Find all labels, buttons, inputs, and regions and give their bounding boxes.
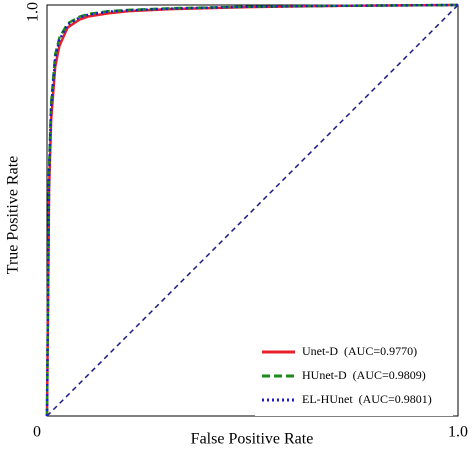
- legend-label: EL-HUnet (AUC=0.9801): [302, 392, 432, 406]
- x-tick-label: 1.0: [448, 424, 468, 441]
- y-tick-label: 1.0: [25, 2, 42, 22]
- y-axis-label: True Positive Rate: [5, 156, 22, 275]
- legend-label: HUnet-D (AUC=0.9809): [302, 368, 426, 382]
- legend-label: Unet-D (AUC=0.9770): [302, 344, 417, 358]
- roc-curve: [45, 3, 459, 417]
- x-axis-label: False Positive Rate: [191, 431, 314, 448]
- plot-frame: [46, 4, 459, 417]
- chance-diagonal: [46, 4, 459, 417]
- x-tick-label: 0: [33, 424, 41, 441]
- roc-curve: [45, 3, 459, 417]
